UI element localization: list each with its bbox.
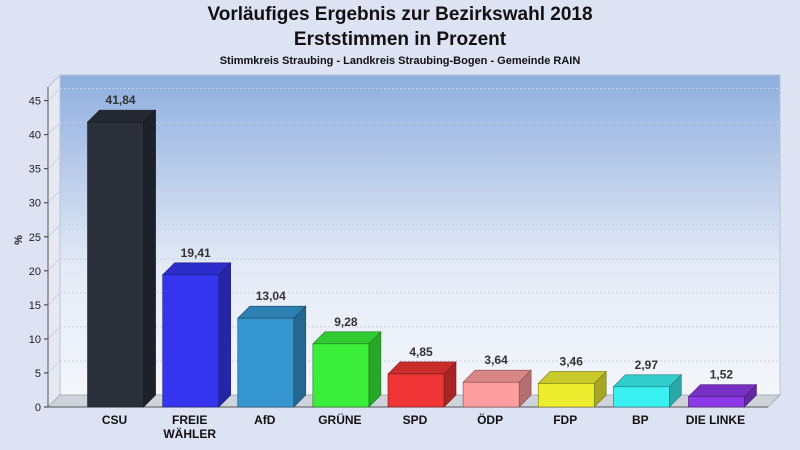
x-tick-label: AfD bbox=[254, 413, 276, 427]
chart-subtitle: Erststimmen in Prozent bbox=[293, 29, 507, 50]
bar-top bbox=[462, 369, 532, 383]
bar-side bbox=[218, 262, 231, 408]
bar-top bbox=[237, 305, 307, 319]
x-tick-label: FREIE bbox=[172, 413, 207, 427]
bar bbox=[688, 396, 745, 408]
data-label: 41,84 bbox=[106, 93, 136, 107]
bar bbox=[387, 373, 445, 408]
data-label: 19,41 bbox=[181, 246, 211, 260]
data-label: 13,04 bbox=[256, 289, 286, 303]
data-label: 1,52 bbox=[710, 368, 734, 382]
gridline-side bbox=[47, 292, 61, 306]
bar-top bbox=[612, 374, 683, 388]
x-tick-label: FDP bbox=[553, 413, 577, 427]
y-tick-label: 25 bbox=[29, 232, 41, 244]
bar bbox=[462, 381, 520, 408]
bar-side bbox=[143, 109, 156, 408]
x-tick-label: DIE LINKE bbox=[686, 413, 745, 427]
y-tick-label: 30 bbox=[29, 198, 41, 210]
y-tick-label: 0 bbox=[35, 402, 41, 414]
x-tick-label: WÄHLER bbox=[163, 426, 216, 441]
bar bbox=[87, 121, 144, 408]
gridline-side bbox=[47, 88, 61, 101]
chart-caption: Stimmkreis Straubing - Landkreis Straubi… bbox=[219, 55, 581, 67]
x-tick-label: ÖDP bbox=[477, 412, 503, 427]
gridline-side bbox=[47, 156, 61, 170]
y-tick-label: 35 bbox=[29, 164, 41, 176]
y-tick-label: 10 bbox=[29, 334, 41, 346]
y-tick-label: 45 bbox=[29, 96, 41, 108]
gridline-side bbox=[47, 224, 61, 238]
gridline-side bbox=[47, 122, 61, 136]
x-tick-label: BP bbox=[632, 413, 649, 427]
bar bbox=[312, 343, 370, 408]
x-tick-label: CSU bbox=[102, 413, 127, 427]
x-tick-label: SPD bbox=[403, 413, 428, 427]
bar bbox=[162, 274, 219, 408]
gridline-side bbox=[47, 360, 61, 374]
bar bbox=[237, 317, 295, 408]
bar-side bbox=[293, 305, 307, 408]
data-label: 9,28 bbox=[334, 315, 358, 329]
gridline-side bbox=[47, 326, 61, 340]
y-tick-label: 40 bbox=[29, 130, 41, 142]
bar-top bbox=[537, 371, 607, 384]
bar-side bbox=[368, 331, 382, 408]
x-tick-label: GRÜNE bbox=[318, 412, 361, 427]
bar bbox=[537, 383, 595, 408]
data-label: 2,97 bbox=[635, 358, 659, 372]
y-tick-label: 15 bbox=[29, 300, 41, 312]
bar-top bbox=[161, 262, 232, 276]
y-axis-label: % bbox=[13, 235, 25, 245]
gridline-side bbox=[47, 258, 61, 272]
bar-top bbox=[387, 361, 457, 375]
data-label: 4,85 bbox=[409, 345, 433, 359]
data-label: 3,64 bbox=[484, 353, 508, 367]
chart-title: Vorläufiges Ergebnis zur Bezirkswahl 201… bbox=[207, 4, 593, 25]
y-tick-label: 20 bbox=[29, 266, 41, 278]
bar-top bbox=[86, 109, 157, 123]
y-tick-label: 5 bbox=[35, 368, 41, 380]
bar-top bbox=[312, 331, 382, 345]
bar bbox=[613, 386, 670, 408]
data-label: 3,46 bbox=[560, 354, 584, 368]
gridline-side bbox=[47, 190, 61, 204]
bar-top bbox=[687, 384, 758, 397]
